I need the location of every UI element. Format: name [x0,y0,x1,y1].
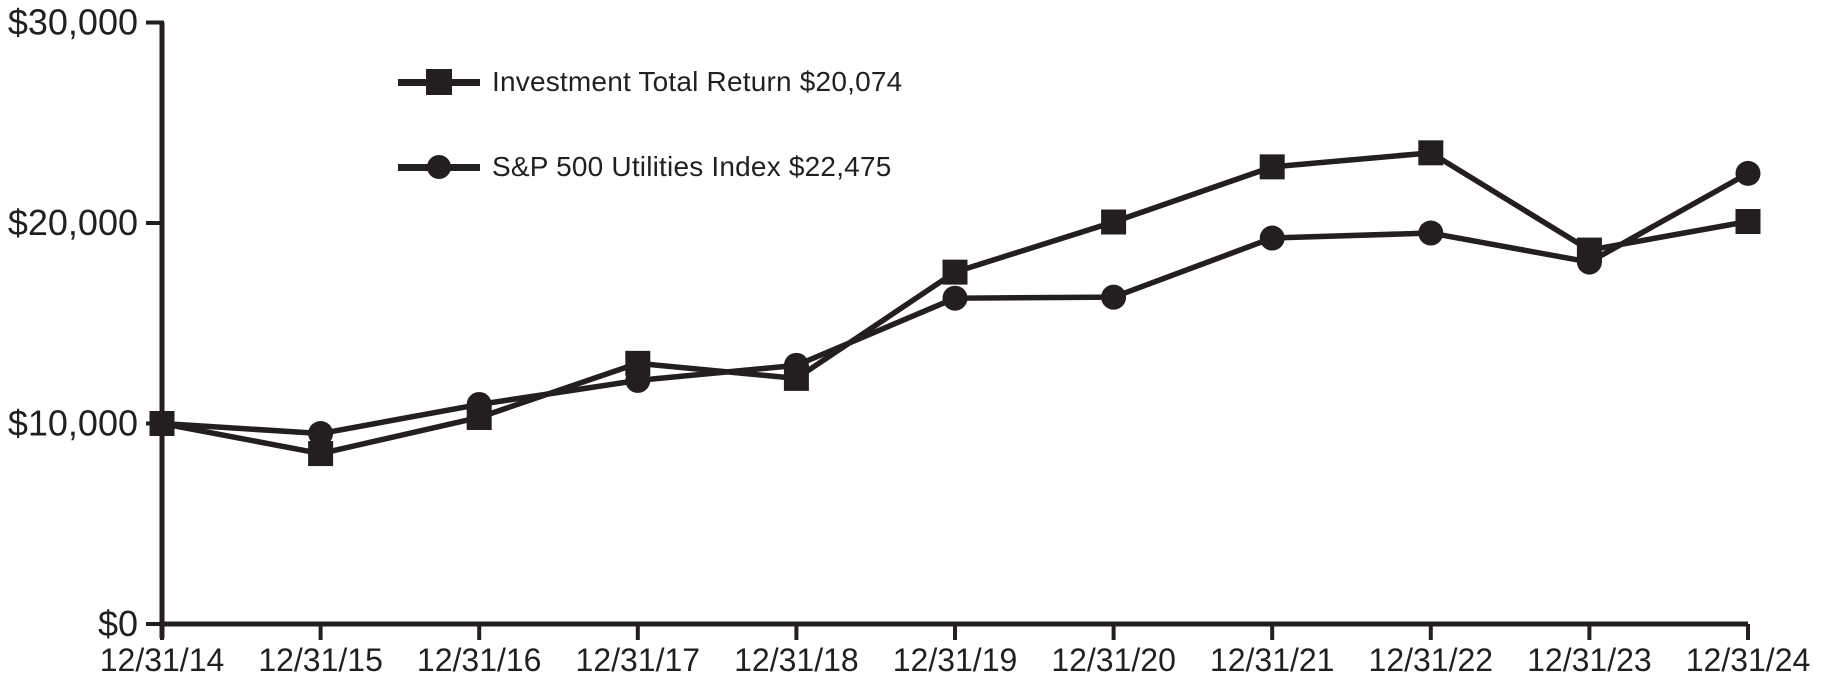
data-point-circle-marker [1101,284,1127,310]
x-axis-tick-label: 12/31/19 [893,642,1018,678]
legend-item-investment-total-return: Investment Total Return $20,074 [398,63,902,101]
data-point-square-marker [1101,209,1127,235]
data-point-circle-marker [1418,220,1444,246]
x-axis-tick-label: 12/31/17 [576,642,701,678]
data-point-square-marker [466,404,492,430]
x-axis-tick-label: 12/31/15 [258,642,383,678]
legend-item-sp500-utilities-index: S&P 500 Utilities Index $22,475 [398,148,902,186]
square-marker-icon [426,69,452,95]
legend-label-sp500-utilities: S&P 500 Utilities Index $22,475 [492,151,892,182]
data-point-square-marker [1418,140,1444,166]
x-axis-tick-label: 12/31/16 [417,642,542,678]
data-point-square-marker [783,365,809,391]
data-point-square-marker [308,441,334,467]
legend-key-investment [398,63,480,101]
data-point-circle-marker [1735,160,1761,186]
legend-key-sp500-utilities [398,148,480,186]
y-axis-tick-label: $30,000 [8,2,138,43]
x-axis-tick-label: 12/31/21 [1210,642,1335,678]
data-point-square-marker [1735,209,1761,235]
y-axis-tick-label: $0 [98,603,138,644]
data-point-square-marker [149,411,175,436]
x-axis-tick-label: 12/31/14 [100,642,225,678]
x-axis-tick-label: 12/31/23 [1527,642,1652,678]
data-point-square-marker [1576,237,1602,263]
data-point-circle-marker [1259,225,1285,251]
x-axis-tick-label: 12/31/20 [1051,642,1176,678]
data-point-circle-marker [308,421,334,447]
y-axis-tick-label: $20,000 [8,202,138,243]
data-point-circle-marker [942,285,968,311]
x-axis-tick-label: 12/31/24 [1686,642,1811,678]
y-axis-tick-label: $10,000 [8,403,138,444]
x-axis-tick-label: 12/31/22 [1369,642,1494,678]
circle-marker-icon [427,155,451,179]
data-point-square-marker [1259,154,1285,180]
data-point-square-marker [942,259,968,285]
x-axis-tick-label: 12/31/18 [734,642,859,678]
chart-legend: Investment Total Return $20,074 S&P 500 … [398,63,902,186]
legend-label-investment: Investment Total Return $20,074 [492,66,903,97]
data-point-square-marker [625,350,651,376]
